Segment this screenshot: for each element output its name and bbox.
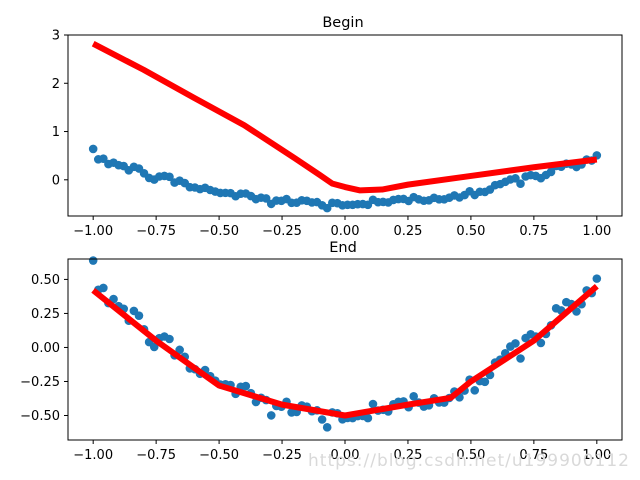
scatter-point [546, 167, 556, 177]
y-tick-label: 2 [52, 77, 60, 92]
subplot-begin: Begin −1.00 −0.75 −0.50 −0.25 0.00 0.25 0.50 0.… [52, 15, 623, 239]
x-tick-label: −0.50 [199, 224, 239, 239]
y-tick-label: 0.00 [31, 341, 60, 356]
scatter-point [241, 381, 251, 391]
fit-line [91, 41, 598, 194]
scatter-point [363, 413, 373, 423]
x-tick-label: 0.00 [331, 224, 360, 239]
y-tick-label: −0.25 [20, 375, 60, 390]
scatter-point [322, 423, 332, 432]
chart-title: End [329, 240, 357, 256]
x-tick-label: 1.00 [582, 224, 611, 239]
y-tick-label: 1 [52, 125, 60, 140]
scatter-point [368, 399, 378, 409]
subplot-end: End −1.00 −0.75 −0.50 −0.25 0.00 0.25 0.50 0.75… [20, 240, 623, 463]
scatter-point [536, 338, 546, 348]
x-tick-label: 0.75 [519, 224, 548, 239]
x-tick-label: 0.50 [456, 448, 485, 463]
x-tick-label: −0.75 [136, 224, 176, 239]
scatter-point [516, 179, 525, 189]
x-tick-label: −0.75 [136, 448, 176, 463]
scatter-point [149, 342, 159, 352]
scatter-point [317, 415, 327, 424]
y-tick-label: 0.50 [31, 273, 60, 288]
x-tick-label: −0.25 [262, 224, 302, 239]
scatter-point [470, 386, 480, 395]
scatter-point [134, 311, 144, 320]
x-tick-label: 0.25 [393, 448, 422, 463]
chart-title: Begin [322, 15, 363, 31]
y-tick-label: −0.50 [20, 409, 60, 424]
scatter-point [409, 392, 418, 401]
scatter-point [165, 172, 174, 182]
scatter-point [88, 256, 98, 265]
x-tick-label: −0.25 [262, 448, 302, 463]
scatter-point [511, 339, 520, 348]
x-tick-label: 0.25 [393, 224, 422, 239]
scatter-point [165, 334, 174, 344]
x-tick-label: −0.50 [199, 448, 239, 463]
scatter-point [88, 144, 98, 154]
scatter-point [261, 194, 271, 203]
scatter-point [516, 354, 525, 363]
fit-line [91, 283, 599, 419]
scatter-point [99, 283, 108, 293]
scatter-point [480, 377, 490, 387]
x-tick-label: 0.00 [331, 448, 360, 463]
scatter-point [511, 174, 520, 183]
x-tick-label: 0.50 [456, 224, 485, 239]
watermark-text: https://blog.csdn.net/u199900112 [308, 451, 630, 471]
scatter-point [99, 154, 108, 163]
scatter-point [322, 203, 332, 213]
scatter-point [592, 274, 602, 283]
scatter-point [175, 345, 184, 355]
y-tick-label: 3 [52, 29, 60, 44]
x-tick-label: 0.75 [519, 448, 548, 463]
x-tick-label: −1.00 [73, 224, 113, 239]
y-tick-label: 0.25 [31, 307, 60, 322]
scatter-point [266, 411, 276, 420]
y-tick-label: 0 [52, 173, 60, 188]
x-tick-label: 1.00 [582, 448, 611, 463]
x-tick-label: −1.00 [73, 448, 113, 463]
